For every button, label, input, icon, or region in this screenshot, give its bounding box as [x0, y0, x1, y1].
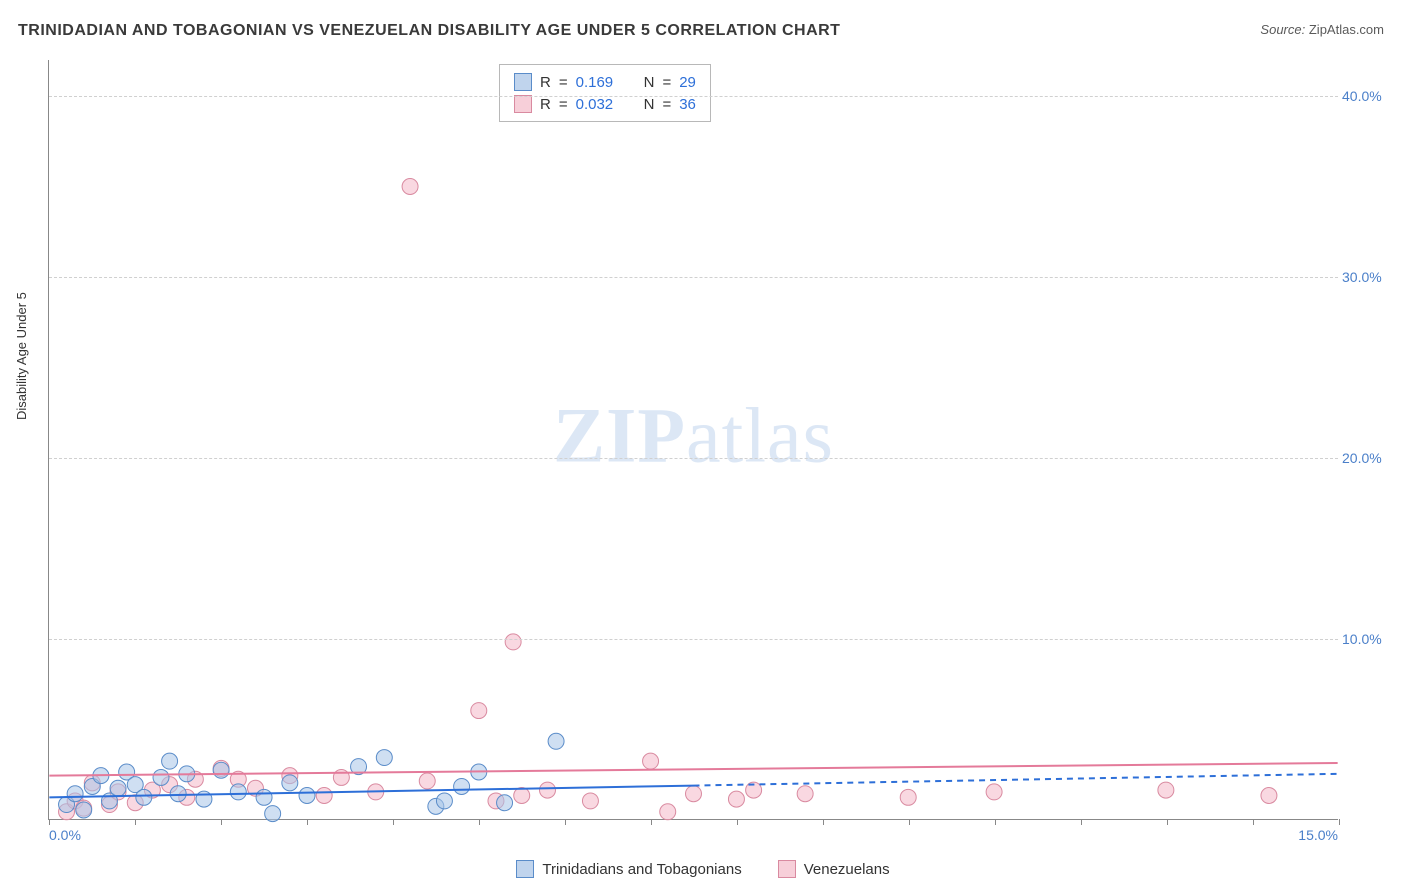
- x-tick: [995, 819, 996, 825]
- legend-item-pink: Venezuelans: [778, 860, 890, 878]
- scatter-point-pink: [686, 786, 702, 802]
- scatter-point-pink: [643, 753, 659, 769]
- x-tick: [307, 819, 308, 825]
- x-max-label: 15.0%: [1298, 827, 1338, 843]
- equals-icon: =: [559, 74, 568, 91]
- scatter-point-pink: [540, 782, 556, 798]
- scatter-point-blue: [230, 784, 246, 800]
- scatter-plot: [49, 60, 1338, 819]
- equals-icon: =: [559, 96, 568, 113]
- scatter-point-blue: [454, 778, 470, 794]
- scatter-point-blue: [497, 795, 513, 811]
- y-tick-label: 40.0%: [1342, 88, 1392, 104]
- scatter-point-blue: [548, 733, 564, 749]
- scatter-point-blue: [299, 788, 315, 804]
- scatter-point-pink: [419, 773, 435, 789]
- legend-swatch-pink: [778, 860, 796, 878]
- x-tick: [135, 819, 136, 825]
- x-tick: [909, 819, 910, 825]
- scatter-point-blue: [162, 753, 178, 769]
- r-label: R: [540, 74, 551, 91]
- scatter-point-pink: [1158, 782, 1174, 798]
- x-tick: [479, 819, 480, 825]
- source-attribution: Source: ZipAtlas.com: [1260, 22, 1384, 37]
- x-tick: [1167, 819, 1168, 825]
- scatter-point-pink: [514, 788, 530, 804]
- r-value-pink: 0.032: [576, 96, 624, 113]
- chart-title: TRINIDADIAN AND TOBAGONIAN VS VENEZUELAN…: [18, 22, 840, 40]
- n-value-blue: 29: [679, 74, 696, 91]
- scatter-point-blue: [256, 789, 272, 805]
- x-tick: [651, 819, 652, 825]
- scatter-point-pink: [986, 784, 1002, 800]
- y-tick-label: 30.0%: [1342, 269, 1392, 285]
- scatter-point-pink: [582, 793, 598, 809]
- x-tick: [1253, 819, 1254, 825]
- legend-swatch-blue: [516, 860, 534, 878]
- gridline: [49, 96, 1338, 97]
- scatter-point-blue: [436, 793, 452, 809]
- scatter-point-blue: [282, 775, 298, 791]
- gridline: [49, 277, 1338, 278]
- scatter-point-pink: [660, 804, 676, 820]
- plot-area: ZIPatlas R = 0.169 N = 29 R = 0.032 N = …: [48, 60, 1338, 820]
- r-label: R: [540, 96, 551, 113]
- trend-line: [49, 763, 1337, 776]
- x-tick: [823, 819, 824, 825]
- bottom-legend: Trinidadians and Tobagonians Venezuelans: [0, 860, 1406, 878]
- scatter-point-blue: [170, 786, 186, 802]
- trend-line: [694, 774, 1338, 786]
- legend-stats-box: R = 0.169 N = 29 R = 0.032 N = 36: [499, 64, 711, 122]
- scatter-point-blue: [153, 769, 169, 785]
- scatter-point-pink: [505, 634, 521, 650]
- x-tick: [221, 819, 222, 825]
- gridline: [49, 458, 1338, 459]
- scatter-point-blue: [136, 789, 152, 805]
- scatter-point-blue: [213, 762, 229, 778]
- scatter-point-pink: [316, 788, 332, 804]
- x-tick: [565, 819, 566, 825]
- legend-label-blue: Trinidadians and Tobagonians: [542, 861, 741, 878]
- legend-label-pink: Venezuelans: [804, 861, 890, 878]
- x-tick: [49, 819, 50, 825]
- legend-item-blue: Trinidadians and Tobagonians: [516, 860, 741, 878]
- scatter-point-pink: [1261, 788, 1277, 804]
- n-label: N: [644, 74, 655, 91]
- scatter-point-pink: [797, 786, 813, 802]
- y-tick-label: 10.0%: [1342, 631, 1392, 647]
- scatter-point-pink: [471, 703, 487, 719]
- n-value-pink: 36: [679, 96, 696, 113]
- equals-icon: =: [662, 96, 671, 113]
- scatter-point-blue: [110, 780, 126, 796]
- scatter-point-pink: [728, 791, 744, 807]
- x-tick: [1081, 819, 1082, 825]
- scatter-point-blue: [376, 750, 392, 766]
- scatter-point-pink: [900, 789, 916, 805]
- legend-swatch-blue: [514, 73, 532, 91]
- equals-icon: =: [662, 74, 671, 91]
- y-axis-label: Disability Age Under 5: [14, 292, 29, 420]
- legend-row-blue: R = 0.169 N = 29: [514, 71, 696, 93]
- r-value-blue: 0.169: [576, 74, 624, 91]
- legend-swatch-pink: [514, 95, 532, 113]
- y-tick-label: 20.0%: [1342, 450, 1392, 466]
- x-tick: [1339, 819, 1340, 825]
- scatter-point-blue: [67, 786, 83, 802]
- n-label: N: [644, 96, 655, 113]
- source-label: Source:: [1260, 22, 1305, 37]
- gridline: [49, 639, 1338, 640]
- x-tick: [393, 819, 394, 825]
- x-origin-label: 0.0%: [49, 827, 81, 843]
- source-value: ZipAtlas.com: [1309, 22, 1384, 37]
- scatter-point-blue: [265, 806, 281, 822]
- scatter-point-pink: [402, 179, 418, 195]
- x-tick: [737, 819, 738, 825]
- scatter-point-blue: [76, 802, 92, 818]
